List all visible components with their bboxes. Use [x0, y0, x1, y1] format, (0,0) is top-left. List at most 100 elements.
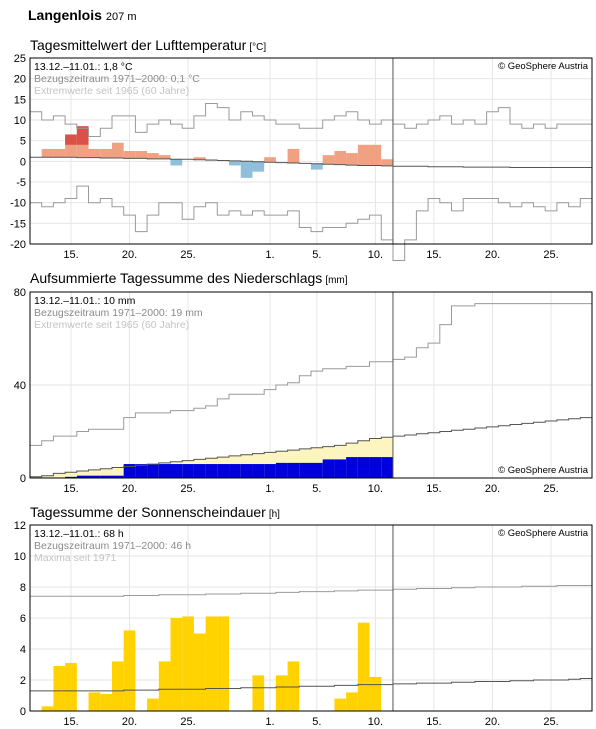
precipitation-title-text: Aufsummierte Tagessumme des Niederschlag… [30, 270, 323, 286]
copyright-label: © GeoSphere Austria [498, 61, 589, 72]
precip-bar [123, 464, 136, 478]
x-tick-label: 25. [180, 483, 195, 495]
station-title: Langenlois 207 m [28, 7, 136, 23]
x-tick-label: 25. [180, 716, 195, 728]
precip-bar [287, 462, 300, 478]
x-tick-label: 20. [485, 249, 500, 261]
y-tick-label: 10 [14, 551, 26, 563]
station-elevation: 207 m [105, 11, 137, 23]
precip-bar [170, 464, 183, 478]
temperature-bar [193, 157, 206, 160]
temperature-bar [123, 151, 136, 159]
y-tick-label: 4 [20, 644, 26, 656]
precip-bar [252, 464, 265, 478]
plot-border [29, 524, 593, 712]
temperature-bar [381, 159, 393, 166]
x-tick-label: 25. [543, 483, 558, 495]
y-tick-label: 0 [20, 706, 26, 718]
sunshine-bar [111, 661, 124, 711]
sunshine-bar [369, 676, 382, 711]
precip-bar [240, 464, 253, 478]
plot-border [29, 57, 593, 245]
extreme-max-line [30, 103, 592, 137]
reference-mean-line [30, 156, 592, 168]
plot-border [29, 291, 593, 479]
sunshine-bar [346, 692, 358, 711]
info-line-2: Extremwerte seit 1965 (60 Jahre) [34, 85, 189, 97]
temperature-record-bar [65, 134, 77, 145]
precip-bar [369, 457, 382, 478]
temperature-bar [322, 155, 335, 164]
sunshine-bar [170, 618, 183, 711]
temperature-bar [357, 144, 370, 166]
y-tick-label: 15 [14, 94, 26, 106]
extreme-precip-line [30, 303, 592, 446]
x-tick-label: 1. [265, 483, 274, 495]
x-tick-label: 15. [63, 716, 78, 728]
temperature-bar [346, 153, 358, 165]
precip-bar [275, 462, 288, 478]
x-tick-label: 15. [63, 249, 78, 261]
x-tick-label: 1. [265, 249, 274, 261]
y-tick-label: -5 [16, 177, 26, 189]
x-tick-label: 15. [63, 483, 78, 495]
precip-bar [217, 464, 230, 478]
x-tick-label: 25. [180, 249, 195, 261]
temperature-bar [147, 153, 159, 159]
precip-bar [334, 459, 347, 478]
info-line-0: 13.12.–11.01.: 10 mm [34, 295, 136, 307]
precip-bar [147, 464, 159, 478]
y-tick-label: 40 [14, 380, 26, 392]
precipitation-chart-title: Aufsummierte Tagessumme des Niederschlag… [30, 270, 348, 286]
temperature-bar [100, 148, 112, 158]
temperature-record-bar [76, 126, 89, 145]
precip-bar [111, 475, 124, 478]
x-tick-label: 1. [265, 716, 274, 728]
y-tick-label: -20 [10, 239, 26, 251]
info-line-1: Bezugszeitraum 1971–2000: 19 mm [34, 307, 203, 319]
x-tick-label: 5. [312, 483, 321, 495]
sunshine-bar [65, 662, 77, 711]
sunshine-bar [158, 661, 171, 711]
y-tick-label: -15 [10, 218, 26, 230]
temperature-bar [287, 148, 300, 163]
temperature-bar [229, 160, 241, 166]
sunshine-bar [205, 616, 218, 711]
precip-bar [88, 475, 101, 478]
temperature-bar [158, 155, 171, 159]
copyright-label: © GeoSphere Austria [498, 465, 589, 476]
x-tick-label: 10. [368, 249, 383, 261]
precip-bar [357, 457, 370, 478]
precip-bar [182, 464, 194, 478]
extreme-min-line [30, 185, 592, 261]
temperature-bar [53, 148, 66, 158]
precip-bar [229, 464, 241, 478]
sunshine-bar [357, 622, 370, 711]
precip-bar [322, 459, 335, 478]
sunshine-bar [182, 616, 194, 711]
x-tick-label: 20. [485, 716, 500, 728]
temperature-bar [311, 163, 323, 170]
info-line-1: Bezugszeitraum 1971–2000: 0,1 °C [34, 73, 200, 85]
x-tick-label: 20. [122, 716, 137, 728]
x-tick-label: 5. [312, 716, 321, 728]
info-line-1: Bezugszeitraum 1971–2000: 46 h [34, 540, 191, 552]
sunshine-bar [334, 698, 347, 711]
reference-sunshine-line [30, 678, 592, 692]
station-name: Langenlois [28, 7, 102, 23]
temperature-bar [240, 160, 253, 178]
temperature-bar [135, 151, 148, 159]
y-tick-label: 25 [14, 53, 26, 65]
precip-bar [158, 464, 171, 478]
sunshine-bar [123, 630, 136, 711]
x-tick-label: 20. [122, 249, 137, 261]
y-tick-label: 80 [14, 287, 26, 299]
temperature-bar [264, 157, 276, 162]
precip-bar [76, 475, 89, 478]
temperature-chart-title: Tagesmittelwert der Lufttemperatur [°C] [30, 37, 266, 53]
temperature-bar [41, 148, 54, 158]
precip-bar [346, 457, 358, 478]
precip-bar [205, 464, 218, 478]
x-tick-label: 10. [368, 483, 383, 495]
